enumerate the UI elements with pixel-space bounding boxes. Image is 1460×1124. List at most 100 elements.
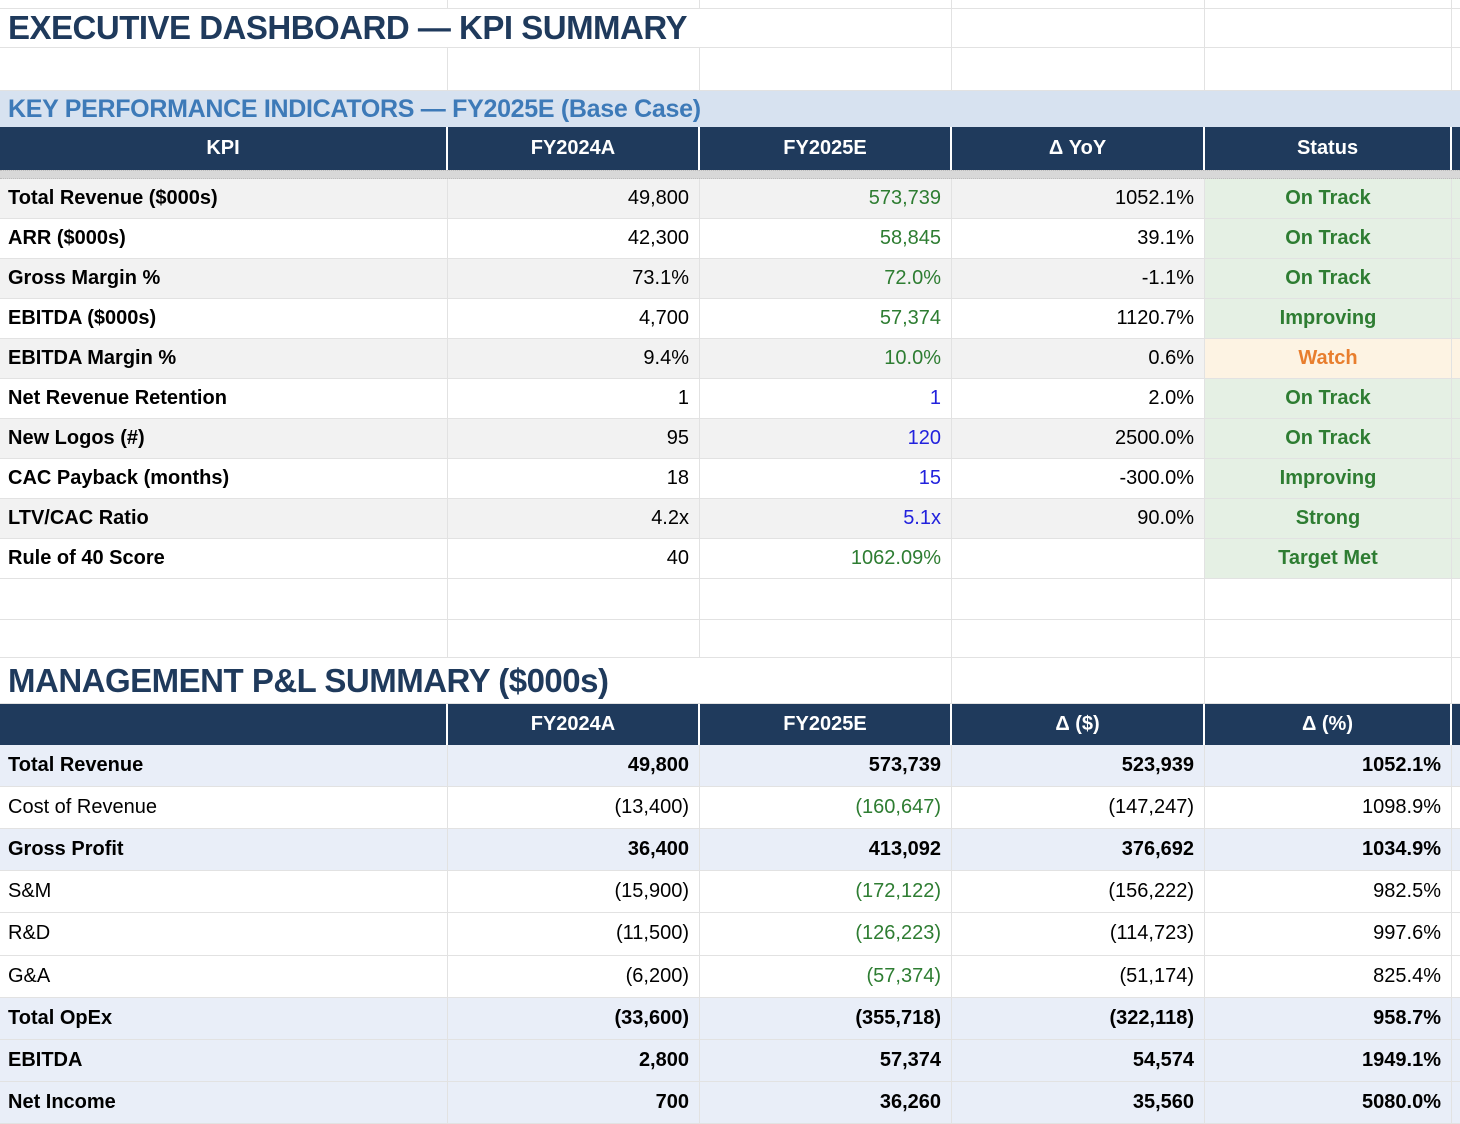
kpi-status-cell[interactable]: Target Met [1205,539,1452,578]
grid-cell[interactable] [952,658,1205,703]
kpi-header-status[interactable]: Status [1205,127,1452,170]
pnl-fy2024a-cell[interactable]: (15,900) [448,871,700,913]
kpi-fy2025e-cell[interactable]: 15 [700,459,952,498]
pnl-fy2024a-cell[interactable]: 36,400 [448,829,700,871]
grid-cell[interactable] [1205,48,1452,90]
pnl-delta-usd-cell[interactable]: (322,118) [952,997,1205,1039]
pnl-line-item-cell[interactable]: S&M [0,871,448,913]
pnl-fy2024a-cell[interactable]: (33,600) [448,997,700,1039]
kpi-status-cell[interactable]: On Track [1205,219,1452,258]
pnl-fy2025e-cell[interactable]: (126,223) [700,913,952,955]
kpi-delta-yoy-cell[interactable]: 1120.7% [952,299,1205,338]
pnl-fy2025e-cell[interactable]: 413,092 [700,829,952,871]
grid-cell[interactable] [1205,620,1452,657]
kpi-fy2024a-cell[interactable]: 1 [448,379,700,418]
pnl-delta-usd-cell[interactable]: (147,247) [952,787,1205,829]
kpi-status-cell[interactable]: Improving [1205,299,1452,338]
grid-cell[interactable] [952,0,1205,8]
pnl-fy2024a-cell[interactable]: (13,400) [448,787,700,829]
pnl-line-item-cell[interactable]: Cost of Revenue [0,787,448,829]
grid-cell[interactable] [448,48,700,90]
grid-cell[interactable] [700,48,952,90]
kpi-fy2025e-cell[interactable]: 72.0% [700,259,952,298]
pnl-delta-pct-cell[interactable]: 1052.1% [1205,745,1452,787]
kpi-delta-yoy-cell[interactable]: -1.1% [952,259,1205,298]
pnl-fy2024a-cell[interactable]: (11,500) [448,913,700,955]
kpi-delta-yoy-cell[interactable]: 90.0% [952,499,1205,538]
kpi-delta-yoy-cell[interactable]: 39.1% [952,219,1205,258]
kpi-name-cell[interactable]: New Logos (#) [0,419,448,458]
kpi-name-cell[interactable]: EBITDA ($000s) [0,299,448,338]
pnl-delta-pct-cell[interactable]: 982.5% [1205,871,1452,913]
kpi-name-cell[interactable]: ARR ($000s) [0,219,448,258]
kpi-fy2025e-cell[interactable]: 1 [700,379,952,418]
grid-cell[interactable] [0,48,448,90]
pnl-header-delta-pct[interactable]: Δ (%) [1205,704,1452,745]
pnl-delta-usd-cell[interactable]: 523,939 [952,745,1205,787]
pnl-delta-pct-cell[interactable]: 1034.9% [1205,829,1452,871]
kpi-fy2025e-cell[interactable]: 57,374 [700,299,952,338]
grid-cell[interactable] [700,0,952,8]
pnl-line-item-cell[interactable]: G&A [0,955,448,997]
kpi-fy2025e-cell[interactable]: 120 [700,419,952,458]
kpi-status-cell[interactable]: Strong [1205,499,1452,538]
kpi-name-cell[interactable]: Net Revenue Retention [0,379,448,418]
pnl-fy2025e-cell[interactable]: (172,122) [700,871,952,913]
grid-cell[interactable] [0,0,448,8]
grid-cell[interactable] [952,9,1205,47]
grid-cell[interactable] [1205,658,1452,703]
pnl-fy2024a-cell[interactable]: 700 [448,1081,700,1123]
kpi-fy2024a-cell[interactable]: 9.4% [448,339,700,378]
kpi-header-fy2024a[interactable]: FY2024A [448,127,700,170]
kpi-section-header[interactable]: KEY PERFORMANCE INDICATORS — FY2025E (Ba… [0,91,1460,127]
kpi-fy2024a-cell[interactable]: 4,700 [448,299,700,338]
grid-cell[interactable] [1205,579,1452,619]
pnl-header-fy2025e[interactable]: FY2025E [700,704,952,745]
kpi-delta-yoy-cell[interactable]: 2.0% [952,379,1205,418]
grid-cell[interactable] [1452,48,1460,90]
kpi-name-cell[interactable]: LTV/CAC Ratio [0,499,448,538]
pnl-delta-usd-cell[interactable]: 54,574 [952,1039,1205,1081]
pnl-fy2024a-cell[interactable]: (6,200) [448,955,700,997]
kpi-fy2024a-cell[interactable]: 42,300 [448,219,700,258]
pnl-fy2025e-cell[interactable]: (160,647) [700,787,952,829]
pnl-delta-usd-cell[interactable]: 376,692 [952,829,1205,871]
pnl-title-cell[interactable]: MANAGEMENT P&L SUMMARY ($000s) [0,658,952,703]
frozen-row-divider[interactable] [0,170,1460,179]
pnl-line-item-cell[interactable]: Total OpEx [0,997,448,1039]
kpi-fy2025e-cell[interactable]: 58,845 [700,219,952,258]
kpi-header-fy2025e[interactable]: FY2025E [700,127,952,170]
pnl-line-item-cell[interactable]: Net Income [0,1081,448,1123]
kpi-fy2024a-cell[interactable]: 18 [448,459,700,498]
kpi-header-delta-yoy[interactable]: Δ YoY [952,127,1205,170]
pnl-line-item-cell[interactable]: EBITDA [0,1039,448,1081]
grid-cell[interactable] [448,620,700,657]
grid-cell[interactable] [700,579,952,619]
kpi-status-cell[interactable]: Improving [1205,459,1452,498]
grid-cell[interactable] [1452,620,1460,657]
grid-cell[interactable] [1452,9,1460,47]
pnl-delta-pct-cell[interactable]: 5080.0% [1205,1081,1452,1123]
grid-cell[interactable] [952,620,1205,657]
pnl-delta-pct-cell[interactable]: 1949.1% [1205,1039,1452,1081]
kpi-status-cell[interactable]: On Track [1205,419,1452,458]
grid-cell[interactable] [1205,0,1452,8]
kpi-name-cell[interactable]: EBITDA Margin % [0,339,448,378]
pnl-header-blank[interactable] [0,704,448,745]
kpi-delta-yoy-cell[interactable]: 0.6% [952,339,1205,378]
pnl-header-delta-usd[interactable]: Δ ($) [952,704,1205,745]
kpi-header-kpi[interactable]: KPI [0,127,448,170]
pnl-delta-usd-cell[interactable]: (51,174) [952,955,1205,997]
pnl-fy2025e-cell[interactable]: (355,718) [700,997,952,1039]
kpi-delta-yoy-cell[interactable] [952,539,1205,578]
pnl-fy2025e-cell[interactable]: (57,374) [700,955,952,997]
pnl-delta-pct-cell[interactable]: 1098.9% [1205,787,1452,829]
kpi-fy2024a-cell[interactable]: 95 [448,419,700,458]
grid-cell[interactable] [0,620,448,657]
kpi-fy2024a-cell[interactable]: 4.2x [448,499,700,538]
grid-cell[interactable] [1452,579,1460,619]
kpi-fy2025e-cell[interactable]: 573,739 [700,179,952,218]
dashboard-title-cell[interactable]: EXECUTIVE DASHBOARD — KPI SUMMARY [0,9,952,47]
pnl-delta-usd-cell[interactable]: (156,222) [952,871,1205,913]
kpi-fy2024a-cell[interactable]: 49,800 [448,179,700,218]
